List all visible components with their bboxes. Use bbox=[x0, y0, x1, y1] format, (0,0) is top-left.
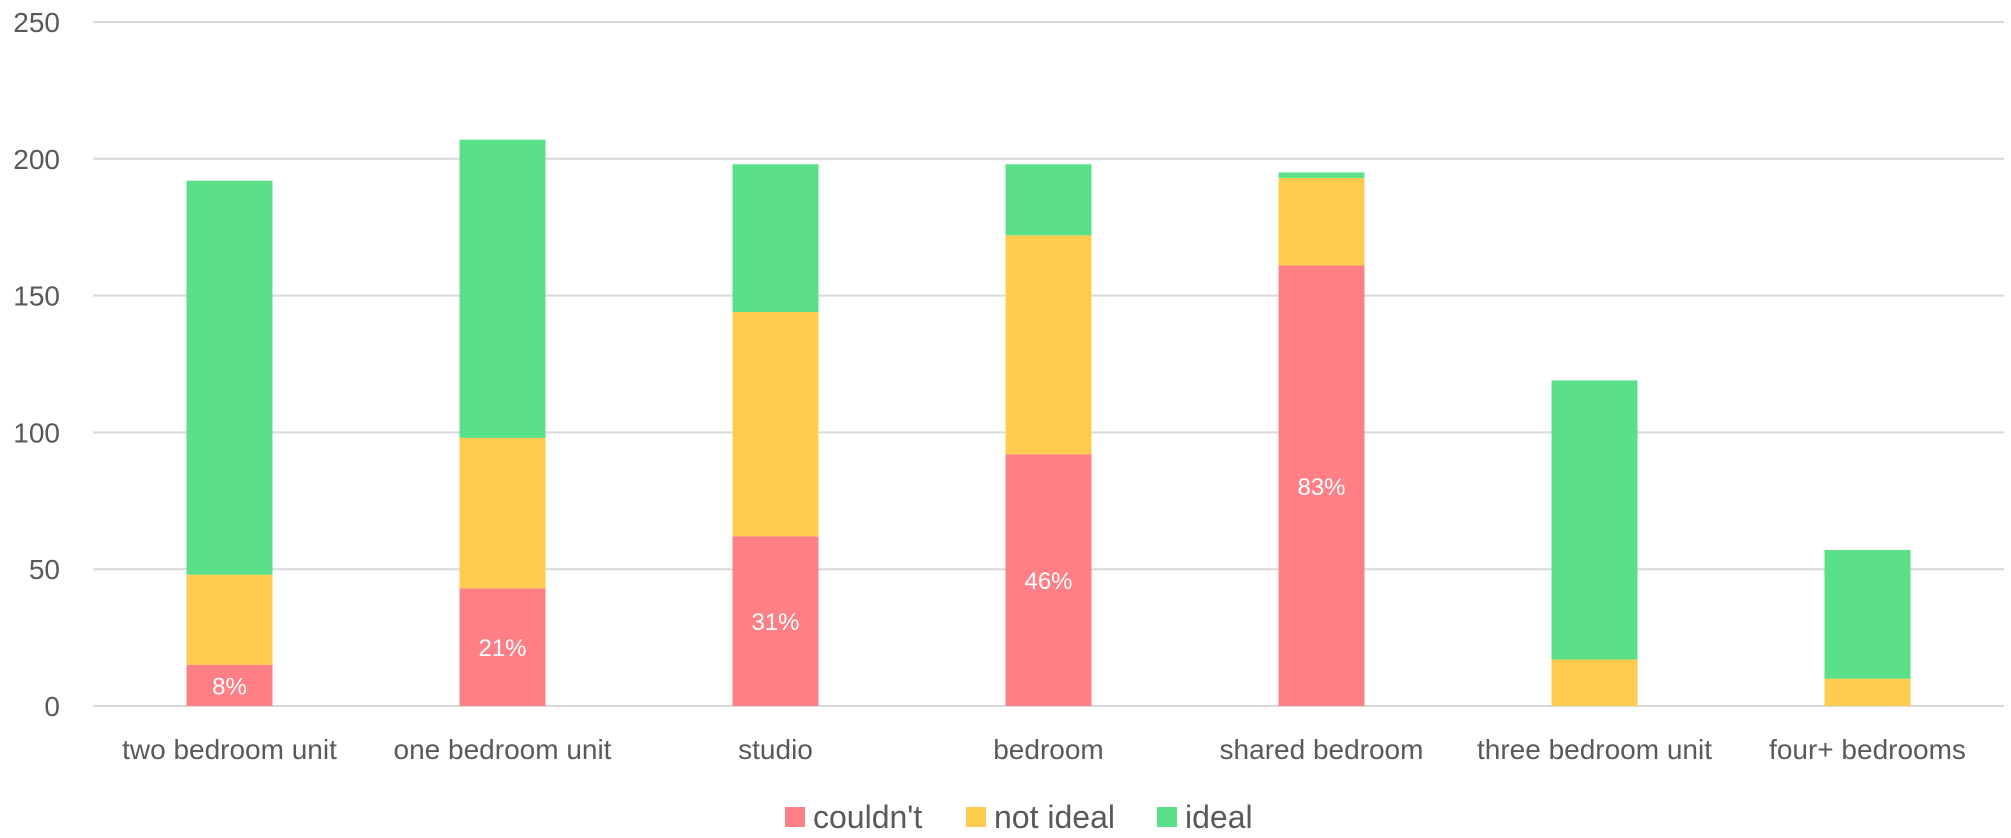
x-tick-label: shared bedroom bbox=[1220, 734, 1424, 765]
bar-segment bbox=[459, 588, 546, 706]
bar-segment bbox=[1278, 172, 1365, 178]
x-tick-label: studio bbox=[738, 734, 813, 765]
data-labels: 8% 21% 31% 46% 83% bbox=[212, 474, 1345, 701]
bar-segment bbox=[186, 664, 273, 706]
bar-segment bbox=[732, 164, 819, 313]
bar-segment bbox=[1005, 454, 1092, 706]
x-tick-label: two bedroom unit bbox=[122, 734, 337, 765]
bar-segment bbox=[1005, 164, 1092, 236]
bar-segment bbox=[1278, 177, 1365, 266]
bar-segment bbox=[1824, 550, 1911, 679]
bar-segment bbox=[459, 139, 546, 438]
data-label: 31% bbox=[751, 609, 799, 636]
y-tick-label: 250 bbox=[13, 7, 60, 38]
bar-segment bbox=[732, 312, 819, 537]
bar-segment bbox=[1278, 265, 1365, 706]
bar-segment bbox=[1005, 235, 1092, 455]
legend-label: not ideal bbox=[994, 799, 1115, 833]
y-tick-label: 0 bbox=[44, 691, 60, 722]
y-tick-label: 150 bbox=[13, 281, 60, 312]
bar-segment bbox=[1824, 678, 1911, 706]
legend-label: ideal bbox=[1185, 799, 1253, 833]
bar-segment bbox=[732, 536, 819, 706]
x-axis-labels: two bedroom unit one bedroom unit studio be… bbox=[122, 734, 1966, 765]
y-tick-label: 200 bbox=[13, 144, 60, 175]
legend-label: couldn't bbox=[813, 799, 922, 833]
y-tick-label: 50 bbox=[29, 554, 60, 585]
data-label: 21% bbox=[478, 635, 526, 662]
bar-segment bbox=[186, 574, 273, 665]
y-axis-ticks: 0 50 100 150 200 250 bbox=[13, 7, 60, 722]
x-tick-label: three bedroom unit bbox=[1477, 734, 1712, 765]
bar-segment bbox=[459, 437, 546, 589]
x-tick-label: four+ bedrooms bbox=[1769, 734, 1966, 765]
bar-segment bbox=[1551, 380, 1638, 660]
data-label: 46% bbox=[1024, 568, 1072, 595]
data-label: 8% bbox=[212, 673, 247, 700]
legend-swatch bbox=[966, 807, 986, 827]
bars bbox=[186, 139, 1911, 706]
bar-segment bbox=[1551, 659, 1638, 706]
x-tick-label: bedroom bbox=[993, 734, 1104, 765]
data-label: 83% bbox=[1297, 474, 1345, 501]
x-tick-label: one bedroom unit bbox=[394, 734, 612, 765]
legend-swatch bbox=[1157, 807, 1177, 827]
bar-segment bbox=[186, 180, 273, 575]
y-tick-label: 100 bbox=[13, 417, 60, 448]
legend-swatch bbox=[785, 807, 805, 827]
legend: couldn't not ideal ideal bbox=[785, 799, 1253, 835]
